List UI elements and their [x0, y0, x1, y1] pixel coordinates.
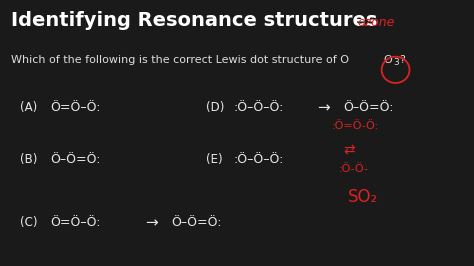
Text: Ö=Ö–Ö:: Ö=Ö–Ö: — [50, 102, 100, 114]
Text: Ö–Ö=Ö:: Ö–Ö=Ö: — [343, 102, 393, 114]
Text: (C): (C) — [20, 216, 37, 229]
Text: (A): (A) — [20, 102, 37, 114]
Text: →: → — [146, 215, 158, 230]
Text: →: → — [318, 101, 330, 115]
Text: Ö–Ö=Ö:: Ö–Ö=Ö: — [50, 153, 100, 166]
Text: ⇄: ⇄ — [343, 143, 355, 157]
Text: 3: 3 — [393, 58, 399, 67]
Text: Which of the following is the correct Lewis dot structure of O: Which of the following is the correct Le… — [11, 55, 349, 65]
Text: (B): (B) — [20, 153, 37, 166]
Text: ?: ? — [399, 55, 405, 65]
Text: :Ö=Ö-Ö:: :Ö=Ö-Ö: — [331, 121, 379, 131]
Text: (E): (E) — [206, 153, 223, 166]
Text: (D): (D) — [206, 102, 224, 114]
Text: ozone: ozone — [357, 16, 394, 29]
Text: O: O — [383, 55, 392, 65]
Text: Ö–Ö=Ö:: Ö–Ö=Ö: — [171, 216, 221, 229]
Text: SO₂: SO₂ — [348, 189, 378, 206]
Text: Ö=Ö–Ö:: Ö=Ö–Ö: — [50, 216, 100, 229]
Text: :Ö–Ö–Ö:: :Ö–Ö–Ö: — [234, 102, 284, 114]
Text: :Ö-Ö-: :Ö-Ö- — [338, 164, 368, 173]
Text: :Ö–Ö–Ö:: :Ö–Ö–Ö: — [234, 153, 284, 166]
Text: Identifying Resonance structures: Identifying Resonance structures — [11, 11, 377, 30]
